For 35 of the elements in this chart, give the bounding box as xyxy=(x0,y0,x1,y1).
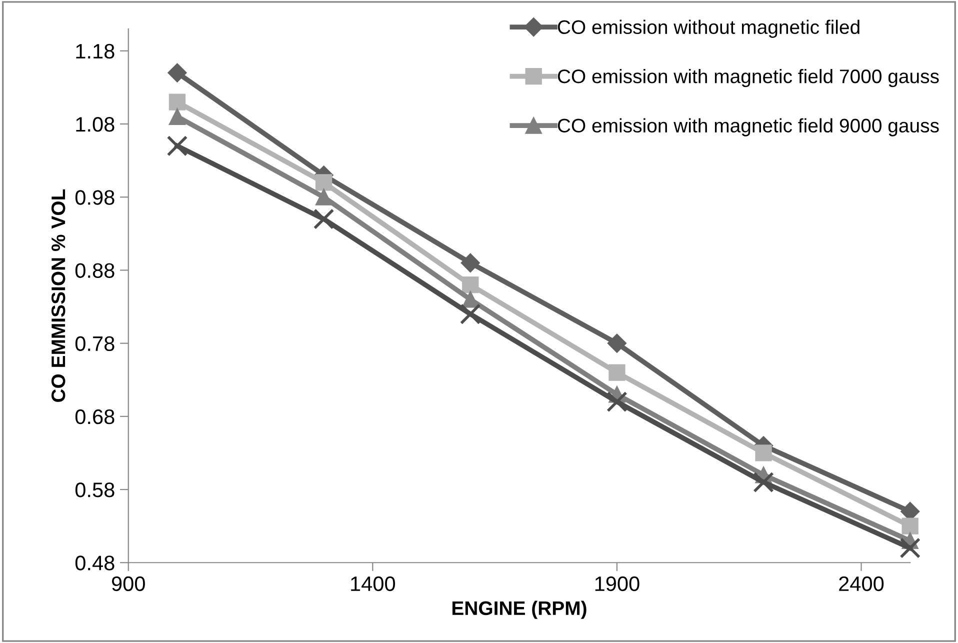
point xyxy=(315,174,332,191)
legend-label: CO emission with magnetic field 9000 gauss xyxy=(558,118,939,136)
y-tick-label: 0.88 xyxy=(75,263,114,278)
legend-label: CO emission without magnetic filed xyxy=(558,20,860,38)
x-tick-label: 900 xyxy=(112,576,145,592)
x-tick-label: 2400 xyxy=(839,576,884,592)
x-tick-label: 1900 xyxy=(595,576,640,592)
point xyxy=(462,291,479,308)
y-tick-label: 1.08 xyxy=(76,116,114,132)
x-tick-label: 1400 xyxy=(351,576,396,592)
point xyxy=(460,304,481,324)
y-axis-title: CO EMMISSION % VOL xyxy=(51,189,66,402)
legend-label: CO emission with magnetic field 7000 gauss xyxy=(558,68,939,88)
point xyxy=(902,518,918,534)
point xyxy=(168,63,187,82)
x-axis-title: ENGINE (RPM) xyxy=(452,600,586,619)
point xyxy=(460,253,480,272)
point xyxy=(168,108,186,125)
y-tick-label: 0.98 xyxy=(75,190,114,205)
point xyxy=(313,208,334,230)
point xyxy=(462,276,479,294)
y-tick-label: 0.48 xyxy=(75,556,114,570)
point xyxy=(168,94,186,110)
y-tick-label: 1.18 xyxy=(76,44,114,59)
point xyxy=(607,334,626,353)
point xyxy=(900,538,921,558)
point xyxy=(315,188,332,206)
y-tick-label: 0.78 xyxy=(75,336,114,352)
point xyxy=(755,444,772,462)
point xyxy=(753,472,774,493)
point xyxy=(166,135,188,156)
point xyxy=(608,364,626,381)
y-tick-label: 0.68 xyxy=(75,409,114,424)
y-tick-label: 0.58 xyxy=(75,482,114,498)
point xyxy=(606,391,628,412)
